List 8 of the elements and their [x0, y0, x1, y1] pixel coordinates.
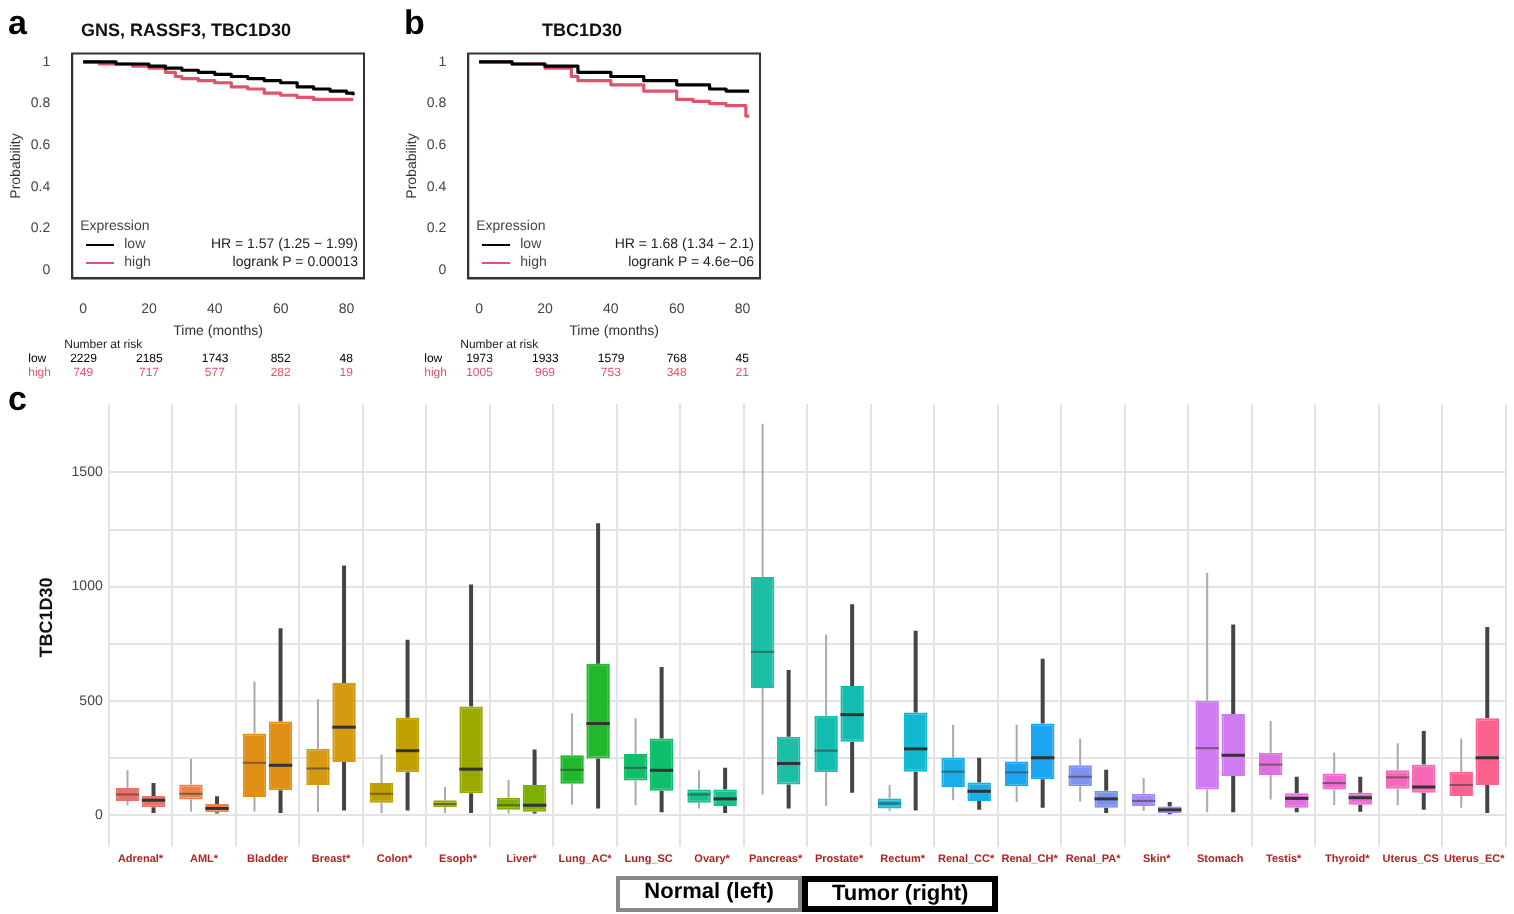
text: Tumor (right) — [801, 876, 999, 912]
text: Normal (left) — [616, 876, 802, 912]
text: b — [404, 4, 425, 44]
text: c — [8, 380, 27, 420]
y-axis-title: TBC1D30 — [35, 577, 56, 658]
chart-title: TBC1D30 — [541, 19, 623, 40]
chart-title: GNS, RASSF3, TBC1D30 — [80, 19, 292, 40]
text: a — [8, 4, 27, 44]
